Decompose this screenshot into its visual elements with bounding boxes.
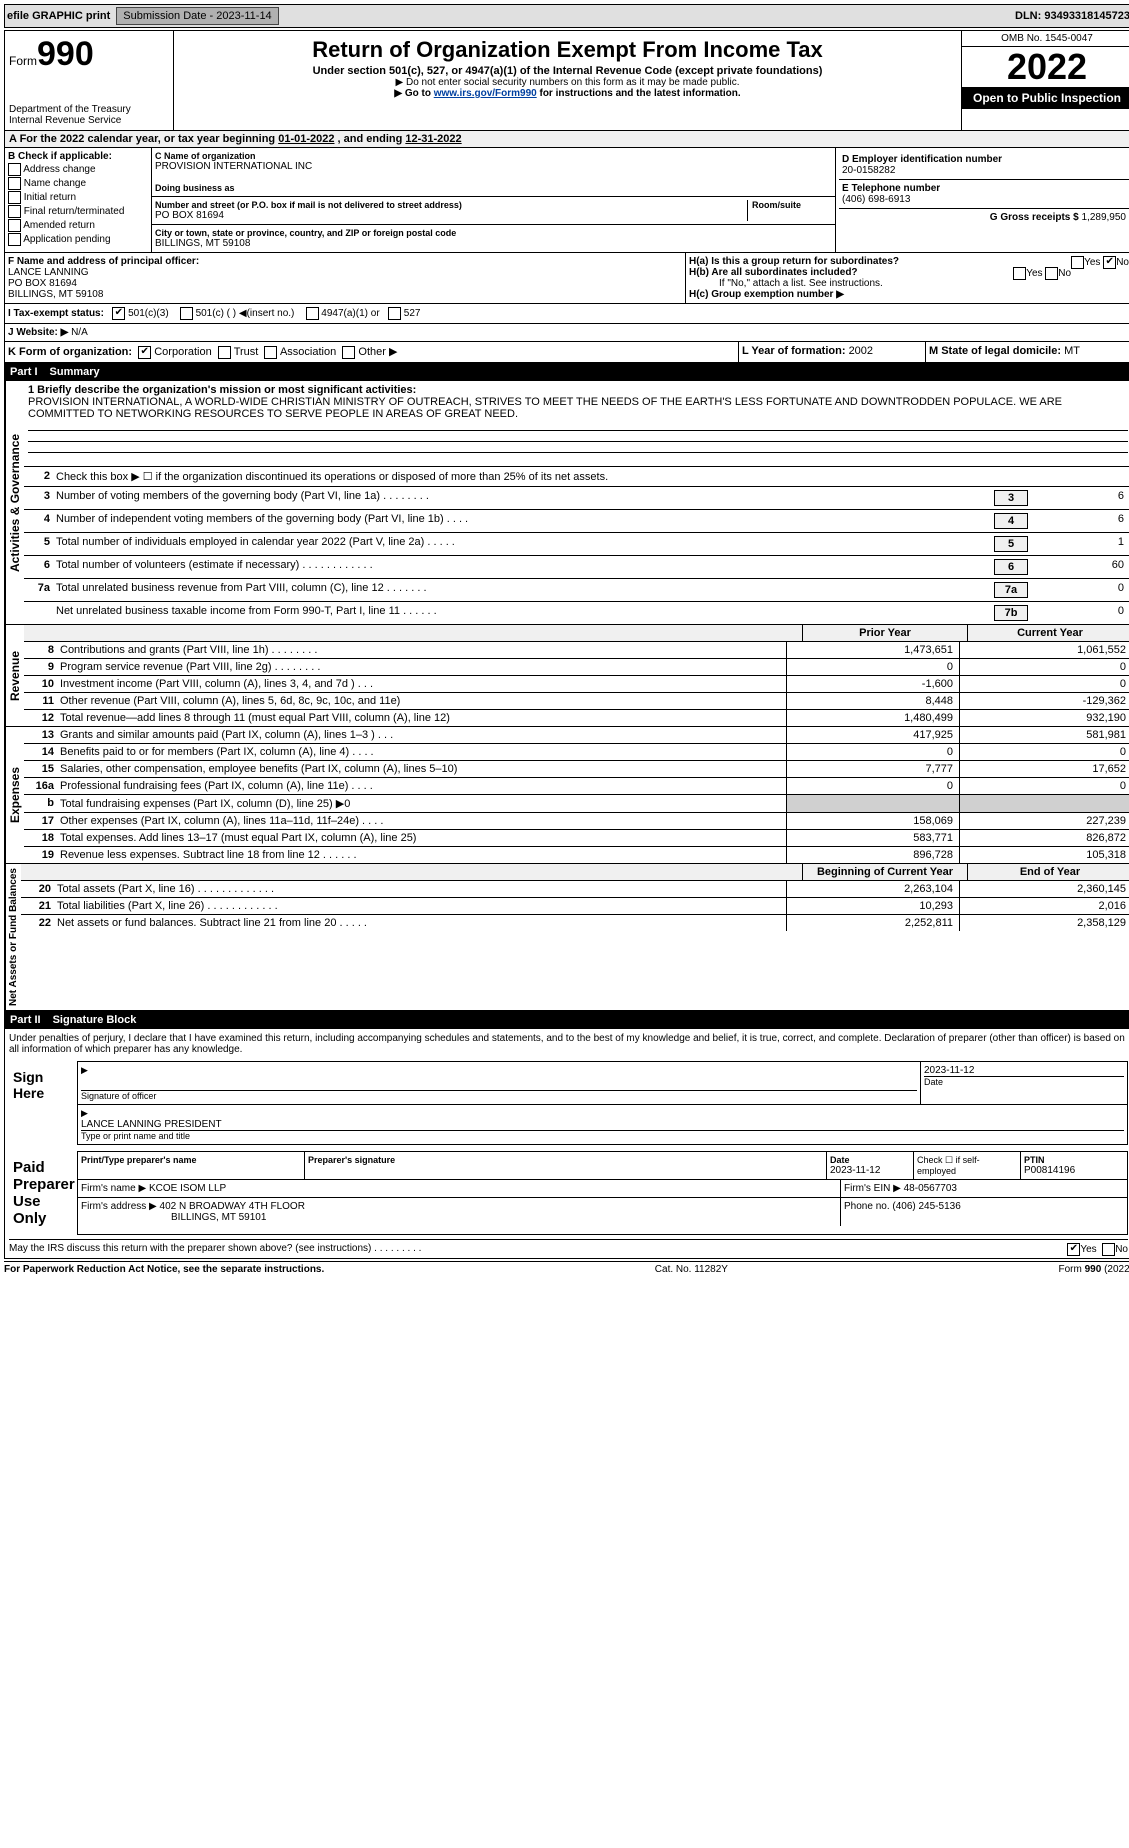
fin-row: 15Salaries, other compensation, employee…: [24, 761, 1129, 778]
form-title: Return of Organization Exempt From Incom…: [178, 37, 957, 63]
fin-row: bTotal fundraising expenses (Part IX, co…: [24, 795, 1129, 813]
fin-row: 14Benefits paid to or for members (Part …: [24, 744, 1129, 761]
tax-period: A For the 2022 calendar year, or tax yea…: [4, 131, 1129, 148]
fin-row: 13Grants and similar amounts paid (Part …: [24, 727, 1129, 744]
form-header: Form990 Department of the Treasury Inter…: [4, 30, 1129, 131]
gov-row: Net unrelated business taxable income fr…: [24, 602, 1129, 624]
sig-date: 2023-11-12: [924, 1065, 1124, 1076]
box-deg: D Employer identification number 20-0158…: [836, 148, 1129, 252]
part1-header: Part I Summary: [4, 363, 1129, 381]
form-number: Form990: [9, 35, 169, 74]
fin-row: 12Total revenue—add lines 8 through 11 (…: [24, 710, 1129, 726]
fin-row: 21Total liabilities (Part X, line 26) . …: [21, 898, 1129, 915]
ptin: P00814196: [1024, 1165, 1124, 1176]
box-b: B Check if applicable: Address change Na…: [5, 148, 152, 252]
side-label-netassets: Net Assets or Fund Balances: [5, 864, 21, 1010]
dept-irs: Internal Revenue Service: [9, 115, 169, 126]
efile-topbar: efile GRAPHIC print Submission Date - 20…: [4, 4, 1129, 28]
fin-row: 20Total assets (Part X, line 16) . . . .…: [21, 881, 1129, 898]
submission-date-badge: Submission Date - 2023-11-14: [116, 7, 278, 25]
box-i: I Tax-exempt status: 501(c)(3) 501(c) ( …: [4, 304, 1129, 324]
side-label-governance: Activities & Governance: [5, 381, 24, 624]
paid-preparer-label: Paid Preparer Use Only: [9, 1151, 77, 1235]
fin-row: 11Other revenue (Part VIII, column (A), …: [24, 693, 1129, 710]
box-fh: F Name and address of principal officer:…: [4, 253, 1129, 304]
org-city: BILLINGS, MT 59108: [155, 238, 832, 249]
fin-row: 9Program service revenue (Part VIII, lin…: [24, 659, 1129, 676]
firm-ein: 48-0567703: [904, 1183, 957, 1194]
form-note2: ▶ Go to www.irs.gov/Form990 for instruct…: [178, 88, 957, 99]
gov-row: 4Number of independent voting members of…: [24, 510, 1129, 533]
form-subtitle: Under section 501(c), 527, or 4947(a)(1)…: [178, 65, 957, 77]
side-label-revenue: Revenue: [5, 625, 24, 726]
perjury-declaration: Under penalties of perjury, I declare th…: [9, 1033, 1128, 1055]
form-note1: ▶ Do not enter social security numbers o…: [178, 77, 957, 88]
org-street: PO BOX 81694: [155, 210, 747, 221]
firm-name: KCOE ISOM LLP: [149, 1183, 226, 1194]
phone: (406) 698-6913: [842, 194, 1126, 205]
org-name: PROVISION INTERNATIONAL INC: [155, 161, 832, 172]
fin-row: 19Revenue less expenses. Subtract line 1…: [24, 847, 1129, 863]
may-irs-discuss: May the IRS discuss this return with the…: [9, 1239, 1128, 1254]
box-j: J Website: ▶ N/A: [4, 324, 1129, 342]
website: N/A: [71, 327, 88, 338]
box-c: C Name of organization PROVISION INTERNA…: [152, 148, 836, 252]
efile-label: efile GRAPHIC print: [7, 10, 110, 22]
part1-governance: Activities & Governance 1 Briefly descri…: [4, 381, 1129, 625]
dept-treasury: Department of the Treasury: [9, 104, 169, 115]
part1-revenue: Revenue Prior YearCurrent Year 8Contribu…: [4, 625, 1129, 727]
gov-row: 6Total number of volunteers (estimate if…: [24, 556, 1129, 579]
officer-name: LANCE LANNING: [8, 267, 682, 278]
fin-row: 17Other expenses (Part IX, column (A), l…: [24, 813, 1129, 830]
firm-phone: (406) 245-5136: [892, 1201, 960, 1212]
tax-year: 2022: [962, 47, 1129, 87]
sign-here-label: Sign Here: [9, 1061, 77, 1145]
irs-link[interactable]: www.irs.gov/Form990: [434, 88, 537, 99]
gov-row: 3Number of voting members of the governi…: [24, 487, 1129, 510]
header-info-block: B Check if applicable: Address change Na…: [4, 148, 1129, 253]
fin-row: 16aProfessional fundraising fees (Part I…: [24, 778, 1129, 795]
side-label-expenses: Expenses: [5, 727, 24, 863]
gov-row: 7aTotal unrelated business revenue from …: [24, 579, 1129, 602]
part2-header: Part II Signature Block: [4, 1011, 1129, 1029]
part1-netassets: Net Assets or Fund Balances Beginning of…: [4, 864, 1129, 1011]
officer-typed-name: LANCE LANNING PRESIDENT: [81, 1119, 1124, 1130]
fin-row: 8Contributions and grants (Part VIII, li…: [24, 642, 1129, 659]
mission-text: PROVISION INTERNATIONAL, A WORLD-WIDE CH…: [28, 396, 1128, 420]
fin-row: 10Investment income (Part VIII, column (…: [24, 676, 1129, 693]
gov-row: 5Total number of individuals employed in…: [24, 533, 1129, 556]
dln-label: DLN: 93493318145723: [1015, 10, 1129, 22]
open-to-public: Open to Public Inspection: [962, 87, 1129, 109]
omb-number: OMB No. 1545-0047: [962, 31, 1129, 47]
signature-block: Under penalties of perjury, I declare th…: [4, 1029, 1129, 1259]
box-klm: K Form of organization: Corporation Trus…: [4, 342, 1129, 363]
page-footer: For Paperwork Reduction Act Notice, see …: [4, 1261, 1129, 1275]
fin-row: 18Total expenses. Add lines 13–17 (must …: [24, 830, 1129, 847]
part1-expenses: Expenses 13Grants and similar amounts pa…: [4, 727, 1129, 864]
ein: 20-0158282: [842, 165, 1126, 176]
fin-row: 22Net assets or fund balances. Subtract …: [21, 915, 1129, 931]
gross-receipts: 1,289,950: [1082, 212, 1127, 223]
